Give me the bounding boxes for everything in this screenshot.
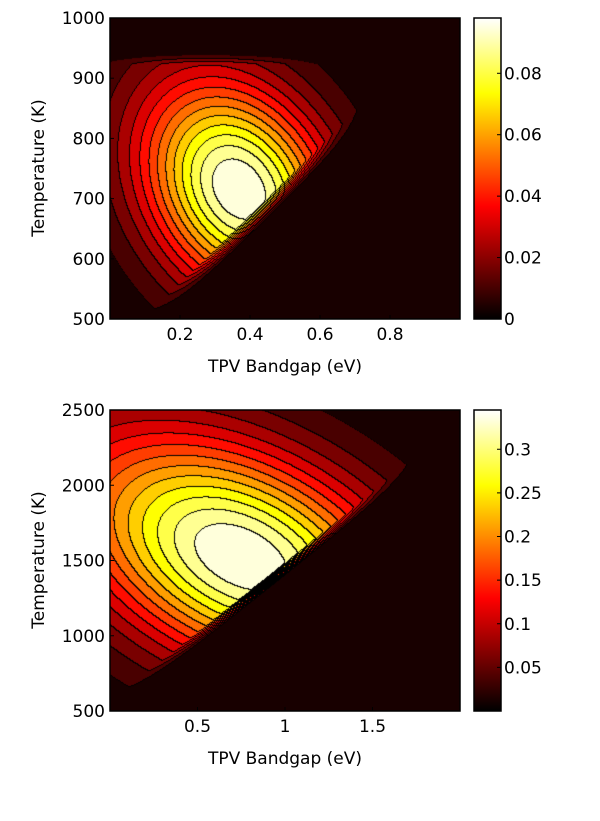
chart-2-colorbar-ticks: 0.05 0.1 0.15 0.2 0.25 0.3 [497,440,542,678]
y-tick-label: 600 [73,250,105,270]
colorbar-tick-label: 0.3 [504,440,531,460]
x-tick-label: 0.4 [236,325,263,345]
y-tick-label: 500 [73,702,105,722]
y-tick-label: 2000 [62,476,105,496]
colorbar-tick-label: 0.25 [504,484,542,504]
chart-2-heatmap [110,410,460,711]
x-tick-label: 0.5 [184,717,211,737]
chart-2-xlabel: TPV Bandgap (eV) [207,749,362,769]
colorbar-tick-label: 0.15 [504,571,542,591]
chart-1-frame [109,17,461,320]
colorbar-tick-label: 0.1 [504,615,531,635]
y-tick-label: 1000 [62,9,105,29]
chart-2-colorbar-fill [474,410,501,711]
colorbar-tick-label: 0.05 [504,658,542,678]
colorbar-tick-label: 0.04 [504,187,542,207]
colorbar-tick-label: 0 [504,310,515,330]
chart-1: 0.2 0.4 0.6 0.8 500 600 700 800 900 1000 TPV Ban… [29,9,542,377]
chart-2-x-axis: 0.5 1 1.5 [184,707,386,737]
chart-1-colorbar-ticks: 0 0.02 0.04 0.06 0.08 [497,64,542,330]
y-tick-label: 800 [73,129,105,149]
chart-1-heatmap [110,18,460,319]
chart-1-colorbar-frame [473,17,502,320]
x-tick-label: 1.5 [359,717,386,737]
chart-1-xlabel: TPV Bandgap (eV) [207,357,362,377]
chart-1-plot-area [109,17,461,320]
y-tick-label: 500 [73,310,105,330]
x-tick-label: 0.2 [166,325,193,345]
chart-1-colorbar-fill [474,18,501,319]
chart-2-y-axis: 500 1000 1500 2000 2500 [62,401,114,722]
x-tick-label: 0.8 [376,325,403,345]
x-tick-label: 0.6 [306,325,333,345]
colorbar-tick-label: 0.06 [504,126,542,146]
chart-2-colorbar-frame [473,409,502,712]
chart-1-ylabel: Temperature (K) [29,99,49,238]
chart-2: 0.5 1 1.5 500 1000 1500 2000 2500 TPV Bandgap … [29,401,542,769]
chart-2-ylabel: Temperature (K) [29,491,49,630]
y-tick-label: 2500 [62,401,105,421]
chart-1-colorbar: 0 0.02 0.04 0.06 0.08 [473,17,542,330]
chart-2-plot-area [109,409,461,712]
chart-1-y-axis: 500 600 700 800 900 1000 [62,9,114,330]
x-tick-label: 1 [280,717,291,737]
colorbar-tick-label: 0.02 [504,249,542,269]
chart-1-x-axis: 0.2 0.4 0.6 0.8 [166,315,404,345]
colorbar-tick-label: 0.08 [504,64,542,84]
y-tick-label: 1000 [62,627,105,647]
chart-2-colorbar: 0.05 0.1 0.15 0.2 0.25 0.3 [473,409,542,712]
y-tick-label: 1500 [62,552,105,572]
colorbar-tick-label: 0.2 [504,528,531,548]
y-tick-label: 900 [73,69,105,89]
y-tick-label: 700 [73,190,105,210]
